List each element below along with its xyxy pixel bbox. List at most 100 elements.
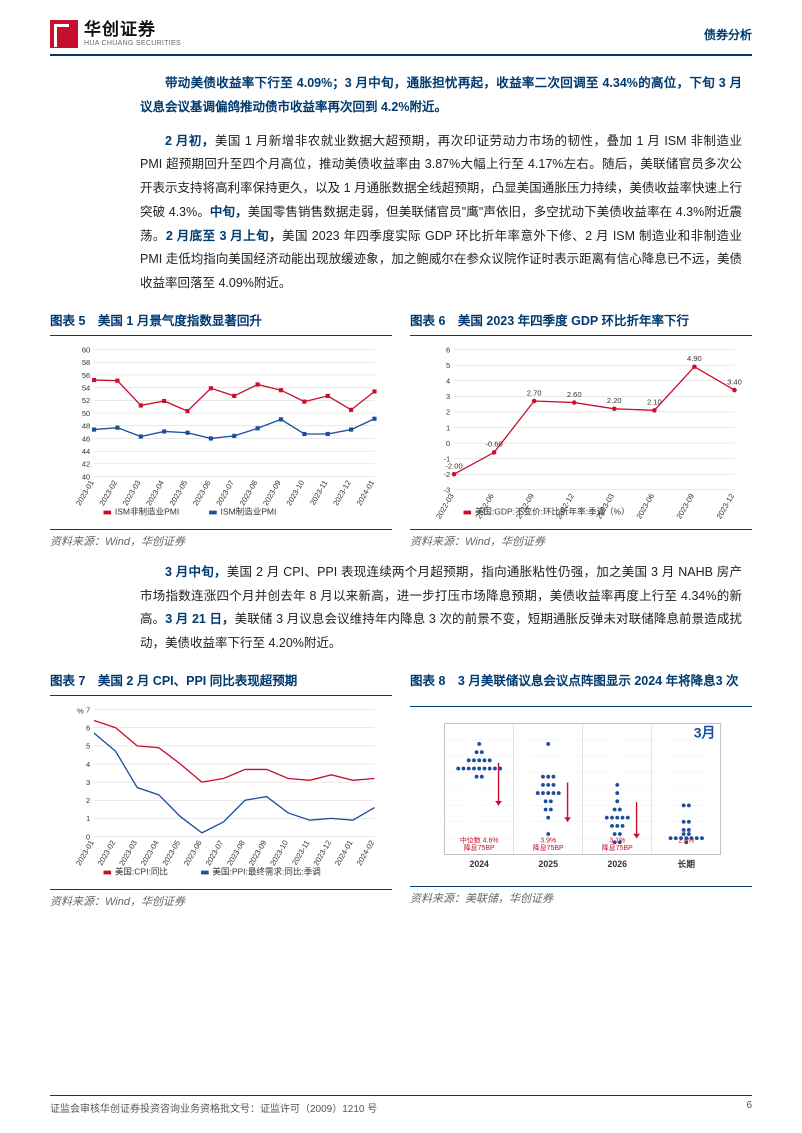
intro-highlight: 带动美债收益率下行至 4.09%；3 月中旬，通胀担忧再起，收益率二次回调至 4…	[140, 76, 742, 114]
svg-text:3: 3	[446, 392, 450, 401]
p3-mid-lead: 3 月 21 日，	[165, 612, 234, 626]
footer-page-number: 6	[746, 1100, 752, 1115]
svg-text:2023-06: 2023-06	[182, 838, 204, 867]
svg-text:4: 4	[446, 376, 450, 385]
svg-text:48: 48	[82, 421, 90, 430]
svg-text:7: 7	[86, 705, 90, 714]
chart7-source: 资料来源：Wind，华创证券	[50, 889, 392, 909]
chart8-title: 图表 8 3 月美联储议息会议点阵图显示 2024 年将降息3 次	[410, 670, 752, 700]
svg-text:3.1%: 3.1%	[609, 837, 625, 844]
svg-text:46: 46	[82, 434, 90, 443]
svg-text:ISM非制造业PMI: ISM非制造业PMI	[115, 506, 179, 516]
svg-text:2024: 2024	[470, 859, 490, 869]
logo-text-cn: 华创证券	[84, 21, 181, 40]
svg-text:长期: 长期	[678, 858, 696, 869]
svg-text:2023-01: 2023-01	[74, 838, 96, 867]
svg-text:-2: -2	[444, 470, 451, 479]
svg-text:5: 5	[86, 741, 90, 750]
svg-text:2023-08: 2023-08	[238, 478, 260, 507]
chart5-title: 图表 5 美国 1 月景气度指数显著回升	[50, 310, 392, 329]
svg-text:2023-07: 2023-07	[204, 838, 226, 867]
svg-text:2025: 2025	[539, 859, 559, 869]
svg-text:6: 6	[446, 345, 450, 354]
svg-text:2023-05: 2023-05	[160, 838, 182, 867]
svg-text:2023-09: 2023-09	[247, 838, 269, 867]
svg-text:2023-03: 2023-03	[121, 478, 143, 507]
svg-text:中位数 4.6%: 中位数 4.6%	[460, 835, 499, 844]
logo-block: 华创证券 HUA CHUANG SECURITIES	[50, 20, 181, 48]
svg-text:3月: 3月	[694, 724, 716, 740]
footer-left: 证监会审核华创证券投资咨询业务资格批文号：证监许可（2009）1210 号	[50, 1100, 377, 1115]
logo-text-en: HUA CHUANG SECURITIES	[84, 40, 181, 48]
svg-text:2023-02: 2023-02	[97, 478, 119, 507]
svg-text:2.10: 2.10	[647, 397, 662, 406]
svg-text:2024-02: 2024-02	[355, 838, 377, 867]
svg-text:2024-01: 2024-01	[333, 838, 355, 867]
svg-text:58: 58	[82, 358, 90, 367]
svg-text:6: 6	[86, 723, 90, 732]
chart8-svg: 3月202420252026长期中位数 4.6%降息75BP3.9%降息75BP…	[410, 713, 752, 879]
svg-text:2.60: 2.60	[567, 390, 582, 399]
body-text-block-1: 带动美债收益率下行至 4.09%；3 月中旬，通胀担忧再起，收益率二次回调至 4…	[140, 72, 742, 296]
svg-text:美国:CPI:同比: 美国:CPI:同比	[115, 866, 168, 876]
chart5-source: 资料来源：Wind，华创证券	[50, 529, 392, 549]
svg-text:3.9%: 3.9%	[540, 837, 556, 844]
chart7-svg: 012345672023-012023-022023-032023-042023…	[50, 702, 392, 882]
svg-text:4.90: 4.90	[687, 354, 702, 363]
chart-row-2: 图表 7 美国 2 月 CPI、PPI 同比表现超预期 012345672023…	[50, 670, 752, 909]
svg-text:-2.00: -2.00	[445, 461, 462, 470]
svg-text:1: 1	[446, 423, 450, 432]
svg-text:0: 0	[446, 439, 450, 448]
svg-text:2022-03: 2022-03	[434, 492, 456, 521]
page-footer: 证监会审核华创证券投资咨询业务资格批文号：证监许可（2009）1210 号 6	[50, 1095, 752, 1115]
svg-text:56: 56	[82, 371, 90, 380]
chart7-title: 图表 7 美国 2 月 CPI、PPI 同比表现超预期	[50, 670, 392, 689]
chart8-source: 资料来源：美联储，华创证券	[410, 886, 752, 906]
chart-row-1: 图表 5 美国 1 月景气度指数显著回升 4042444648505254565…	[50, 310, 752, 549]
svg-text:降息75BP: 降息75BP	[602, 843, 633, 852]
svg-text:2026: 2026	[608, 859, 628, 869]
svg-text:52: 52	[82, 396, 90, 405]
svg-text:2023-04: 2023-04	[139, 838, 161, 867]
svg-text:降息75BP: 降息75BP	[533, 843, 564, 852]
svg-text:2.6%: 2.6%	[678, 837, 694, 844]
svg-text:ISM制造业PMI: ISM制造业PMI	[221, 506, 277, 516]
svg-text:2.70: 2.70	[527, 388, 542, 397]
p2-lead: 2 月初，	[165, 134, 215, 148]
svg-text:2023-07: 2023-07	[214, 478, 236, 507]
svg-text:2023-11: 2023-11	[290, 838, 311, 866]
svg-text:%: %	[77, 706, 84, 715]
svg-text:2023-02: 2023-02	[96, 838, 118, 867]
svg-text:2: 2	[446, 407, 450, 416]
logo-icon	[50, 20, 78, 48]
svg-text:降息75BP: 降息75BP	[464, 843, 495, 852]
svg-text:2023-11: 2023-11	[308, 478, 329, 506]
svg-text:美国:GDP:不变价:环比折年率:季调（%）: 美国:GDP:不变价:环比折年率:季调（%）	[475, 506, 630, 516]
svg-text:2023-09: 2023-09	[674, 492, 696, 521]
svg-text:2023-10: 2023-10	[268, 838, 290, 867]
svg-text:-0.60: -0.60	[485, 439, 502, 448]
svg-text:50: 50	[82, 409, 90, 418]
svg-text:2023-12: 2023-12	[331, 478, 353, 507]
page-header: 华创证券 HUA CHUANG SECURITIES 债券分析	[50, 20, 752, 56]
svg-text:2023-09: 2023-09	[261, 478, 283, 507]
body-text-block-2: 3 月中旬，美国 2 月 CPI、PPI 表现连续两个月超预期，指向通胀粘性仍强…	[140, 561, 742, 656]
svg-text:2023-06: 2023-06	[191, 478, 213, 507]
svg-text:2: 2	[86, 796, 90, 805]
chart6-source: 资料来源：Wind，华创证券	[410, 529, 752, 549]
svg-text:2023-06: 2023-06	[634, 492, 656, 521]
svg-text:3: 3	[86, 778, 90, 787]
svg-text:2023-08: 2023-08	[225, 838, 247, 867]
svg-text:2.20: 2.20	[607, 396, 622, 405]
svg-text:1: 1	[86, 814, 90, 823]
svg-text:60: 60	[82, 345, 90, 354]
svg-text:2024-01: 2024-01	[355, 478, 377, 507]
svg-text:2023-12: 2023-12	[715, 492, 737, 521]
svg-text:5: 5	[446, 361, 450, 370]
doc-type-label: 债券分析	[704, 26, 752, 43]
svg-text:2023-05: 2023-05	[168, 478, 190, 507]
svg-text:2023-03: 2023-03	[117, 838, 139, 867]
p2-end-lead: 2 月底至 3 月上旬，	[166, 229, 282, 243]
svg-text:42: 42	[82, 459, 90, 468]
p2-mid-lead: 中旬，	[210, 205, 248, 219]
